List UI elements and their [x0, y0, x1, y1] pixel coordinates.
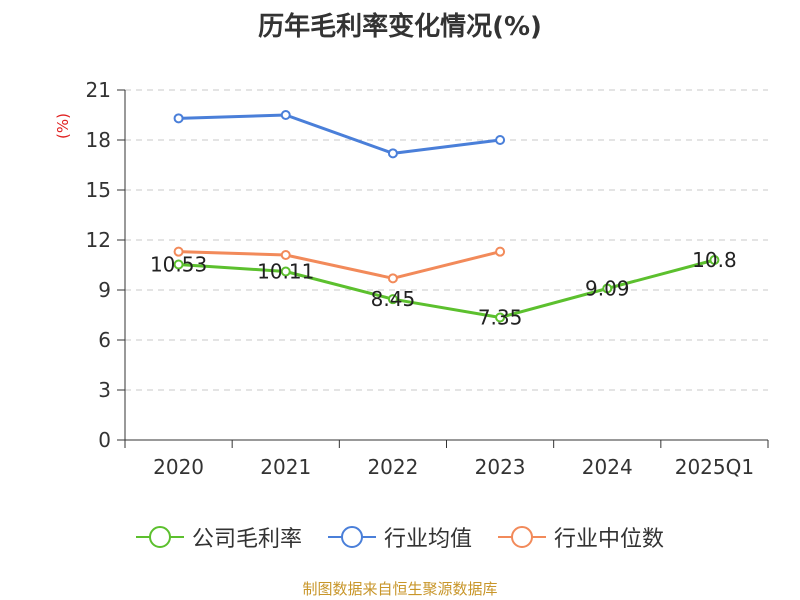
data-label: 9.09	[585, 277, 630, 301]
data-point	[387, 148, 398, 159]
legend-item-company[interactable]: 公司毛利率	[135, 521, 302, 553]
y-tick-label: 6	[98, 328, 111, 352]
data-point	[495, 135, 506, 145]
x-tick-label: 2024	[582, 455, 633, 479]
y-tick-label: 15	[86, 178, 111, 202]
y-tick-label: 18	[86, 128, 111, 152]
y-tick-label: 12	[86, 228, 111, 252]
y-tick-label: 21	[86, 78, 111, 102]
legend-item-industry-median[interactable]: 行业中位数	[498, 521, 664, 553]
chart-title: 历年毛利率变化情况(%)	[258, 12, 542, 42]
legend-label-company: 公司毛利率	[191, 527, 302, 552]
legend: 公司毛利率 行业均值 行业中位数	[0, 520, 800, 554]
source-note: 制图数据来自恒生聚源数据库	[302, 580, 498, 598]
legend-label-industry-median: 行业中位数	[554, 527, 665, 552]
data-point	[280, 110, 291, 120]
data-point	[280, 266, 291, 277]
data-point	[495, 246, 506, 257]
legend-item-industry-mean[interactable]: 行业均值	[327, 521, 472, 553]
data-label: 10.8	[692, 248, 737, 272]
y-tick-label: 9	[98, 278, 111, 302]
legend-label-industry-mean: 行业均值	[383, 527, 472, 552]
x-tick-label: 2020	[153, 455, 204, 479]
data-label: 8.45	[371, 287, 416, 311]
series-line	[178, 258, 715, 319]
x-tick-label: 2023	[475, 455, 526, 479]
y-tick-label: 3	[98, 378, 111, 402]
data-point	[387, 273, 398, 284]
data-point	[495, 312, 506, 323]
data-point	[387, 294, 398, 305]
data-point	[173, 113, 184, 124]
series-line	[178, 250, 501, 280]
x-tick-label: 2022	[367, 455, 418, 479]
data-label: 10.53	[150, 253, 207, 277]
series-line	[178, 113, 501, 155]
data-point	[280, 250, 291, 260]
legend-swatch-company	[135, 525, 184, 549]
legend-swatch-industry-mean	[327, 525, 376, 549]
data-label: 7.35	[478, 306, 523, 330]
legend-swatch-industry-median	[498, 525, 546, 549]
data-point	[173, 246, 184, 257]
x-tick-label: 2021	[260, 455, 311, 479]
x-tick-label: 2025Q1	[675, 455, 754, 479]
data-point	[602, 283, 613, 294]
y-axis-label: (%)	[54, 113, 72, 139]
y-tick-label: 0	[98, 428, 111, 452]
data-point	[709, 255, 720, 265]
data-point	[173, 259, 184, 270]
data-label: 10.11	[257, 260, 314, 284]
